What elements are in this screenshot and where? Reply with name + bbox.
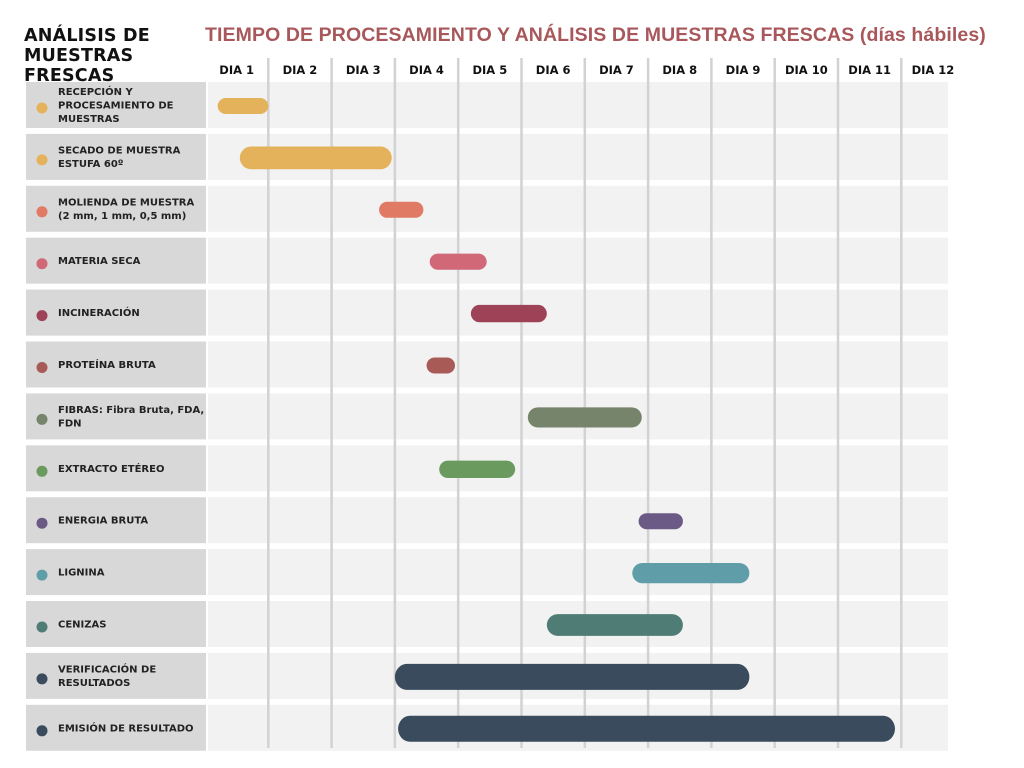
row-backgrounds [26,82,948,751]
task-bar [398,715,895,742]
task-bars [217,98,895,742]
task-label-cell [26,601,206,647]
task-bullet-icon [36,621,48,633]
day-label: DIA 4 [409,63,444,77]
task-label: RECEPCIÓN Y PROCESAMIENTO DE MUESTRAS [58,85,174,125]
task-label: INCINERACIÓN [58,306,140,319]
task-label: FIBRAS: Fibra Bruta, FDA, FDN [58,405,204,430]
task-label-cell [26,393,206,440]
task-bar [527,407,642,428]
task-label-cell [26,289,206,336]
task-bar [429,253,487,270]
task-bullet-icon [36,517,48,529]
task-label: EXTRACTO ETÉREO [58,462,164,475]
task-label: CENIZAS [58,620,106,631]
task-label: ENERGIA BRUTA [58,516,148,527]
task-label: PROTEÍNA BRUTA [58,358,156,371]
task-bullet-icon [36,465,48,477]
task-label-cell [26,549,206,596]
task-bar [217,98,269,114]
task-bullet-icon [36,154,48,166]
task-bar [439,460,516,478]
task-label-cell [26,704,206,751]
day-label: DIA 5 [472,63,507,77]
day-label: DIA 2 [283,63,318,77]
task-label-cell [26,445,206,492]
day-label: DIA 7 [599,63,634,77]
task-labels: RECEPCIÓN Y PROCESAMIENTO DE MUESTRAS SECAD… [36,85,204,737]
task-bullet-icon [36,258,48,270]
task-bullet-icon [36,206,48,218]
task-bullet-icon [36,725,48,737]
day-label: DIA 3 [346,63,381,77]
day-label: DIA 9 [726,63,761,77]
task-label-cell [26,341,206,388]
task-bullet-icon [36,569,48,581]
task-label: MOLIENDA DE MUESTRA (2 mm, 1 mm, 0,5 mm) [58,198,195,223]
task-label-cell [26,237,206,284]
day-label: DIA 12 [912,63,955,77]
task-label-cell [26,652,206,699]
day-label: DIA 8 [662,63,697,77]
task-bar [379,201,424,218]
task-label-cell [26,133,206,180]
task-bullet-icon [36,310,48,322]
task-label: MATERIA SECA [58,256,141,267]
task-bullet-icon [36,362,48,373]
task-label-cell [26,185,206,232]
task-label-cell [26,497,206,544]
task-bullet-icon [36,673,48,685]
task-label: LIGNINA [58,568,105,579]
task-bar [632,562,750,584]
task-bullet-icon [36,413,48,425]
day-label: DIA 6 [536,63,571,77]
task-bar [470,304,547,323]
chart-main-title: TIEMPO DE PROCESAMIENTO Y ANÁLISIS DE MU… [205,24,986,46]
task-bar [426,357,456,374]
task-label: SECADO DE MUESTRA ESTUFA 60º [58,146,181,171]
day-label: DIA 10 [785,63,828,77]
task-bar [638,513,683,530]
task-bullet-icon [36,102,48,114]
day-labels: DIA 1 DIA 2 DIA 3 DIA 4 DIA 5 DIA 6 DIA 7 DIA 8… [219,63,954,77]
day-label: DIA 11 [848,63,891,77]
task-label: VERIFICACIÓN DE RESULTADOS [58,663,156,690]
task-bar [239,146,392,170]
task-label-cell [26,82,206,128]
grid-lines [267,58,903,748]
task-label: EMISIÓN DE RESULTADO [58,721,194,734]
chart-side-title: ANÁLISIS DE MUESTRAS FRESCAS [24,26,150,86]
day-label: DIA 1 [219,63,254,77]
task-bar [394,663,750,690]
task-bar [546,614,683,636]
